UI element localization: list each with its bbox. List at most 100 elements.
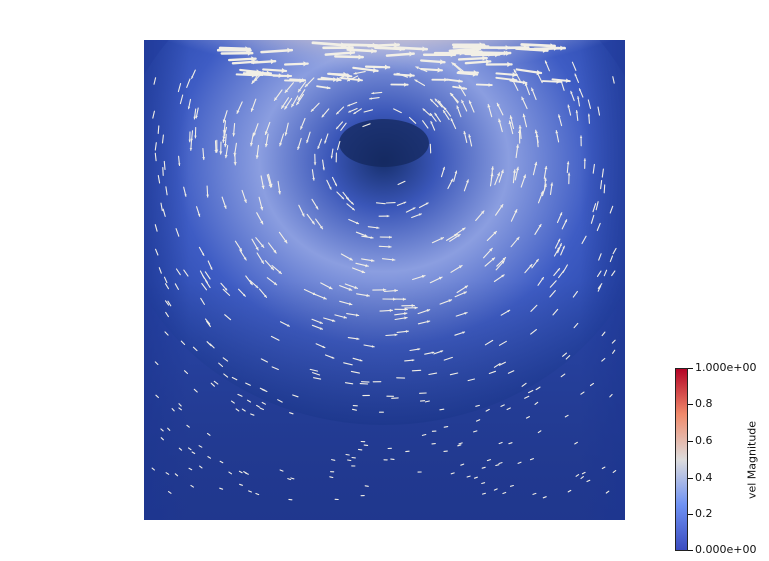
- velocity-arrow-head: [269, 183, 273, 187]
- velocity-arrow-glyph: [313, 377, 322, 380]
- velocity-arrow-head: [435, 99, 438, 102]
- velocity-arrow-head: [450, 118, 454, 122]
- velocity-arrow-head: [482, 55, 487, 61]
- velocity-arrow-head: [418, 213, 422, 216]
- velocity-arrow-head: [201, 253, 204, 256]
- velocity-arrow-glyph: [151, 467, 155, 471]
- velocity-arrow-glyph: [160, 428, 164, 432]
- velocity-arrow-glyph: [167, 491, 172, 494]
- velocity-arrow-head: [404, 307, 408, 311]
- velocity-arrow-head: [523, 45, 529, 51]
- velocity-arrow-head: [383, 288, 386, 292]
- velocity-arrow-glyph: [343, 362, 353, 366]
- velocity-arrow-glyph: [535, 386, 541, 391]
- velocity-arrow-head: [223, 205, 227, 209]
- velocity-arrow-head: [529, 264, 532, 268]
- velocity-arrow-glyph: [241, 408, 246, 412]
- velocity-arrow-glyph: [193, 388, 198, 393]
- velocity-arrow-glyph: [515, 47, 549, 52]
- velocity-arrow-head: [404, 82, 408, 87]
- velocity-arrow-head: [394, 42, 399, 48]
- velocity-arrow-glyph: [331, 459, 336, 461]
- velocity-arrow-head: [322, 114, 325, 117]
- velocity-arrow-head: [409, 72, 414, 78]
- velocity-arrow-head: [557, 239, 561, 242]
- velocity-arrow-glyph: [287, 478, 292, 481]
- velocity-arrow-head: [191, 76, 194, 79]
- velocity-arrow-head: [565, 78, 570, 83]
- velocity-arrow-head: [301, 213, 305, 217]
- velocity-arrow-head: [332, 319, 335, 322]
- velocity-glyphs: [151, 41, 617, 501]
- velocity-arrow-glyph: [228, 471, 233, 475]
- velocity-arrow-head: [497, 172, 500, 176]
- velocity-arrow-glyph: [375, 202, 386, 205]
- velocity-arrow-head: [298, 88, 302, 92]
- velocity-arrow-glyph: [567, 489, 572, 493]
- velocity-arrow-head: [353, 111, 357, 114]
- velocity-arrow-head: [371, 345, 375, 348]
- velocity-arrow-glyph: [165, 472, 170, 475]
- velocity-arrow-glyph: [222, 357, 229, 362]
- velocity-arrow-glyph: [424, 400, 430, 403]
- velocity-arrow-head: [468, 134, 472, 138]
- velocity-arrow-glyph: [449, 372, 459, 376]
- velocity-arrow-head: [348, 110, 351, 113]
- velocity-arrow-glyph: [279, 469, 284, 472]
- velocity-arrow-glyph: [475, 404, 480, 407]
- velocity-arrow-head: [260, 244, 264, 248]
- velocity-arrow-glyph: [153, 77, 157, 85]
- velocity-arrow-glyph: [250, 413, 255, 416]
- velocity-arrow-glyph: [164, 331, 169, 336]
- velocity-arrow-head: [284, 239, 287, 243]
- velocity-arrow-glyph: [218, 46, 251, 51]
- velocity-arrow-head: [577, 96, 580, 99]
- velocity-arrow-head: [323, 296, 327, 300]
- velocity-arrow-glyph: [346, 48, 377, 53]
- velocity-arrow-head: [505, 50, 511, 56]
- velocity-arrow-glyph: [473, 476, 478, 479]
- render-viewport[interactable]: [144, 40, 625, 520]
- velocity-arrow-glyph: [336, 140, 341, 151]
- velocity-arrow-head: [252, 59, 258, 65]
- velocity-arrow-head: [284, 132, 288, 136]
- velocity-arrow-glyph: [572, 290, 578, 298]
- velocity-arrow-head: [247, 50, 253, 56]
- velocity-arrow-head: [281, 105, 285, 109]
- velocity-arrow-glyph: [223, 373, 229, 378]
- velocity-arrow-head: [274, 97, 278, 101]
- velocity-arrow-glyph: [164, 300, 170, 306]
- velocity-arrow-head: [264, 143, 268, 147]
- velocity-arrow-head: [372, 42, 377, 48]
- velocity-arrow-head: [557, 247, 560, 250]
- velocity-arrow-glyph: [589, 382, 595, 387]
- velocity-arrow-head: [190, 138, 193, 141]
- velocity-arrow-head: [414, 79, 418, 83]
- velocity-arrow-glyph: [609, 255, 614, 263]
- velocity-arrow-glyph: [581, 235, 587, 245]
- velocity-arrow-head: [349, 257, 353, 261]
- velocity-arrow-head: [463, 291, 467, 295]
- vortex-core: [339, 119, 429, 167]
- velocity-arrow-glyph: [450, 472, 455, 475]
- velocity-arrow-head: [405, 330, 409, 333]
- velocity-arrow-glyph: [160, 202, 163, 212]
- velocity-arrow-glyph: [260, 48, 294, 54]
- velocity-arrow-head: [317, 146, 320, 149]
- velocity-arrow-glyph: [529, 458, 534, 461]
- velocity-arrow-head: [243, 199, 247, 203]
- velocity-arrow-head: [195, 115, 198, 118]
- velocity-arrow-glyph: [509, 484, 514, 487]
- velocity-arrow-head: [564, 219, 567, 223]
- velocity-arrow-head: [534, 130, 538, 134]
- velocity-arrow-glyph: [152, 110, 155, 119]
- velocity-arrow-head: [412, 207, 416, 210]
- velocity-arrow-glyph: [167, 427, 171, 431]
- velocity-arrow-head: [440, 59, 445, 65]
- velocity-arrow-head: [341, 196, 344, 199]
- velocity-arrow-glyph: [261, 401, 266, 405]
- velocity-arrow-head: [409, 51, 414, 57]
- velocity-arrow-glyph: [231, 376, 238, 381]
- velocity-arrow-head: [422, 46, 427, 52]
- velocity-arrow-head: [319, 321, 323, 324]
